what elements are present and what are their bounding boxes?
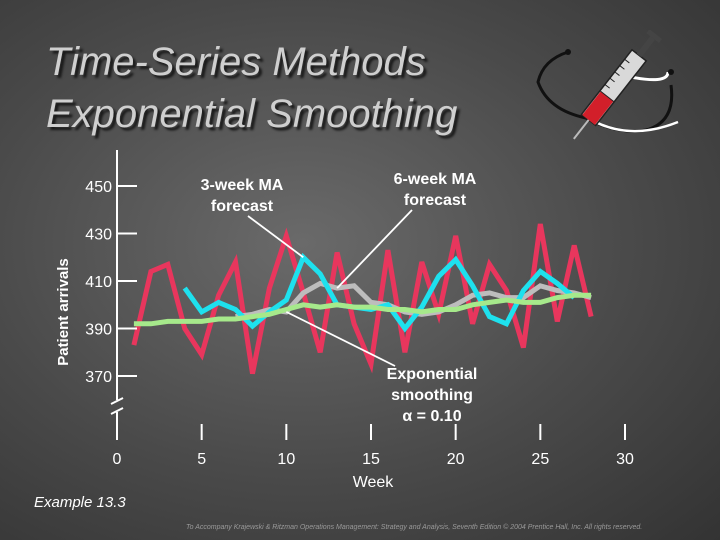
x-tick-label-5: 5	[197, 451, 206, 468]
series-line-1	[131, 223, 594, 375]
title-line-2: Exponential Smoothing	[46, 92, 458, 136]
y-axis-break-mark-1	[110, 397, 124, 405]
series-line-4	[133, 292, 592, 327]
annotation-layer: 3-week MA forecast 6-week MA forecast Ex…	[201, 171, 478, 425]
annotation-ma6-label-1: 6-week MA	[394, 171, 477, 188]
x-tick-label-0: 0	[113, 451, 122, 468]
annotation-ma3-label-2: forecast	[211, 198, 274, 215]
x-tick-label-20: 20	[447, 451, 465, 468]
annotation-es-pointer	[285, 311, 396, 367]
annotation-ma6-pointer	[336, 209, 413, 289]
x-axis-label: Week	[353, 474, 395, 491]
example-label: Example 13.3	[34, 494, 126, 511]
y-tick-label-430: 430	[85, 227, 112, 244]
annotation-ma3-label-1: 3-week MA	[201, 177, 284, 194]
x-tick-label-30: 30	[616, 451, 634, 468]
y-tick-label-450: 450	[85, 179, 112, 196]
annotation-es-label-2: smoothing	[391, 387, 473, 404]
annotation-es-label-1: Exponential	[387, 366, 478, 383]
syringe-stethoscope-icon	[536, 30, 679, 140]
title-line-1: Time-Series Methods	[46, 40, 426, 84]
footer-credit: To Accompany Krajewski & Ritzman Operati…	[186, 524, 643, 531]
series-layer	[131, 223, 594, 375]
annotation-es-label-3: α = 0.10	[402, 408, 461, 425]
y-tick-label-390: 390	[85, 322, 112, 339]
annotation-ma3-pointer	[247, 215, 304, 258]
x-tick-label-25: 25	[531, 451, 549, 468]
axes-layer: 370 390 410 430 450 0 5 10 15 20 25 30	[85, 150, 634, 468]
x-tick-label-10: 10	[277, 451, 295, 468]
annotation-ma6-label-2: forecast	[404, 192, 467, 209]
x-tick-label-15: 15	[362, 451, 380, 468]
y-tick-label-410: 410	[85, 274, 112, 291]
y-axis-label: Patient arrivals	[55, 258, 72, 366]
y-axis-break-mark-2	[110, 407, 124, 415]
y-tick-label-370: 370	[85, 369, 112, 386]
